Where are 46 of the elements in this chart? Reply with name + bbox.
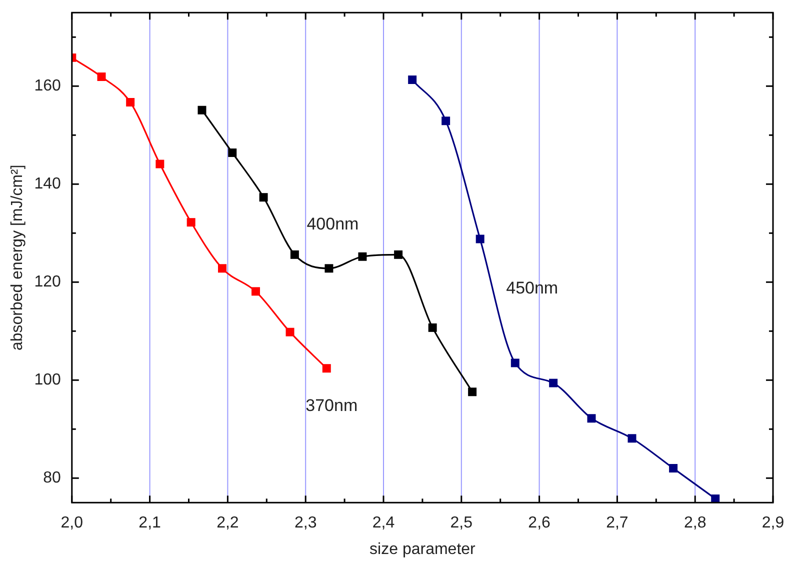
point <box>587 414 596 423</box>
point <box>198 106 206 114</box>
x-tick-label: 2,0 <box>60 514 84 532</box>
x-tick-label: 2,7 <box>606 514 628 532</box>
series-label: 400nm <box>306 214 359 234</box>
x-tick-label: 2,6 <box>528 514 551 532</box>
x-tick-label: 2,8 <box>684 514 706 532</box>
y-axis-title: absorbed energy [mJ/cm²] <box>9 164 26 351</box>
series-label: 450nm <box>506 278 558 298</box>
point <box>442 116 450 126</box>
point <box>394 250 403 259</box>
point <box>259 193 268 202</box>
point <box>428 323 437 332</box>
point <box>252 287 260 296</box>
point <box>228 148 237 157</box>
y-tick-label: 160 <box>34 78 61 95</box>
point <box>510 358 520 368</box>
y-tick-label: 140 <box>34 176 61 193</box>
point <box>628 434 636 443</box>
y-tick-label: 80 <box>43 470 61 487</box>
x-axis-title: size parameter <box>370 540 476 558</box>
point <box>549 378 558 388</box>
point <box>476 234 484 244</box>
point <box>97 72 106 82</box>
x-tick-label: 2,4 <box>372 514 395 532</box>
series-label: 370nm <box>306 396 358 416</box>
point <box>322 364 331 373</box>
point <box>186 218 196 227</box>
point <box>286 328 294 336</box>
point <box>711 494 720 503</box>
point <box>290 250 299 259</box>
point <box>408 75 417 84</box>
point <box>468 388 477 396</box>
point <box>156 160 164 168</box>
y-tick-label: 120 <box>34 274 61 291</box>
point <box>669 464 678 473</box>
x-tick-label: 2,2 <box>216 514 239 532</box>
point <box>358 252 367 261</box>
x-tick-label: 2,1 <box>138 514 162 532</box>
point <box>126 98 135 107</box>
x-tick-label: 2,5 <box>450 514 473 532</box>
x-tick-label: 2,3 <box>294 514 317 532</box>
point <box>218 264 226 273</box>
y-tick-label: 100 <box>34 372 61 389</box>
x-tick-label: 2,9 <box>762 514 784 532</box>
point <box>324 264 334 273</box>
